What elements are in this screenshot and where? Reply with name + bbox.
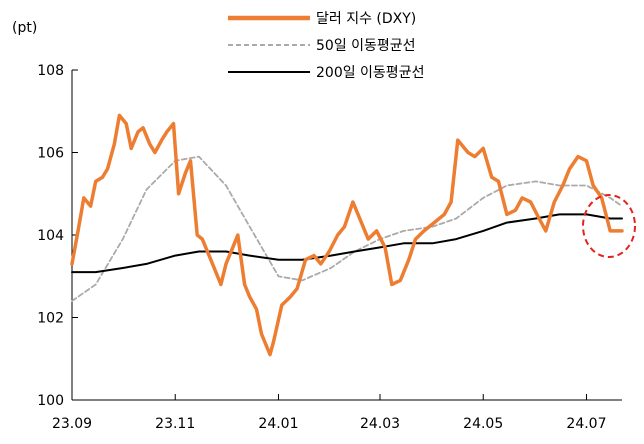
legend: 달러 지수 (DXY) 50일 이동평균선 200일 이동평균선 bbox=[228, 11, 424, 81]
series-line-dxy bbox=[70, 113, 624, 357]
series-layer bbox=[70, 113, 624, 357]
y-tick-label: 102 bbox=[37, 311, 64, 327]
highlight-circle bbox=[582, 194, 636, 258]
axes: 100 102 104 106 108 23.09 23.11 24.01 24.03 24.05… bbox=[37, 63, 622, 432]
x-tick-label: 24.07 bbox=[566, 416, 606, 432]
series-line-ma50 bbox=[71, 155, 623, 302]
x-tick-label: 24.05 bbox=[463, 416, 503, 432]
y-tick-label: 106 bbox=[37, 146, 64, 162]
x-tick-label: 24.01 bbox=[258, 416, 298, 432]
y-tick-label: 104 bbox=[37, 228, 64, 244]
y-tick-label: 108 bbox=[37, 63, 64, 79]
y-tick-label: 100 bbox=[37, 393, 64, 409]
y-axis-unit-label: (pt) bbox=[12, 20, 37, 36]
legend-label-dxy: 달러 지수 (DXY) bbox=[316, 11, 416, 27]
series-line-ma200 bbox=[71, 213, 623, 274]
legend-label-ma200: 200일 이동평균선 bbox=[316, 65, 424, 81]
x-tick-label: 24.03 bbox=[360, 416, 400, 432]
legend-label-ma50: 50일 이동평균선 bbox=[316, 38, 416, 54]
x-tick-label: 23.09 bbox=[52, 416, 92, 432]
x-tick-label: 23.11 bbox=[155, 416, 195, 432]
